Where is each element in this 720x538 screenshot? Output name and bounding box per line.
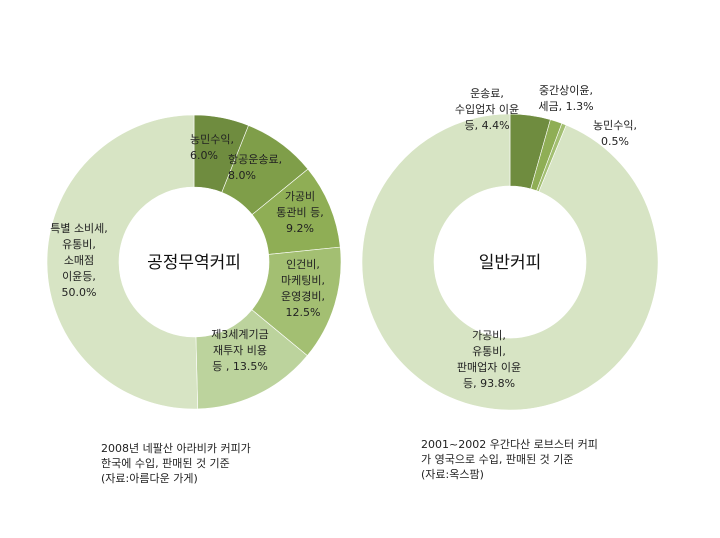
slice-label-0-5: 특별 소비세, 유통비, 소매점 이윤등, 50.0% bbox=[50, 222, 108, 299]
slice-label-1-1: 중간상이윤, 세금, 1.3% bbox=[538, 84, 593, 113]
slice-label-0-2: 가공비 통관비 등, 9.2% bbox=[276, 190, 323, 235]
donut-slice-1-3 bbox=[361, 113, 659, 411]
caption-right: 2001~2002 우간다산 로브스터 커피 가 영국으로 수입, 판매된 것 … bbox=[421, 437, 598, 482]
caption-line: (자료:옥스팜) bbox=[421, 468, 484, 481]
slice-label-0-1: 항공운송료, 8.0% bbox=[228, 153, 282, 182]
donut-slice-0-5 bbox=[46, 114, 199, 410]
slice-label-0-0: 농민수익, 6.0% bbox=[190, 133, 234, 162]
caption-line: 2001~2002 우간다산 로브스터 커피 bbox=[421, 438, 598, 451]
slice-label-1-0: 운송료, 수입업자 이윤 등, 4.4% bbox=[455, 87, 519, 132]
center-label-1: 일반커피 bbox=[479, 253, 542, 273]
center-label-0: 공정무역커피 bbox=[147, 253, 241, 273]
slice-label-0-3: 인건비, 마케팅비, 운영경비, 12.5% bbox=[281, 258, 325, 319]
slice-label-0-4: 제3세계기금 재투자 비용 등 , 13.5% bbox=[211, 328, 269, 373]
caption-line: 가 영국으로 수입, 판매된 것 기준 bbox=[421, 453, 574, 466]
slice-label-1-3: 가공비, 유통비, 판매업자 이윤 등, 93.8% bbox=[457, 329, 521, 390]
caption-line: 2008년 네팔산 아라비카 커피가 bbox=[101, 442, 251, 455]
caption-left: 2008년 네팔산 아라비카 커피가 한국에 수입, 판매된 것 기준 (자료:… bbox=[101, 441, 251, 486]
caption-line: (자료:아름다운 가게) bbox=[101, 472, 198, 485]
slice-label-1-2: 농민수익, 0.5% bbox=[593, 119, 637, 148]
caption-line: 한국에 수입, 판매된 것 기준 bbox=[101, 457, 230, 470]
